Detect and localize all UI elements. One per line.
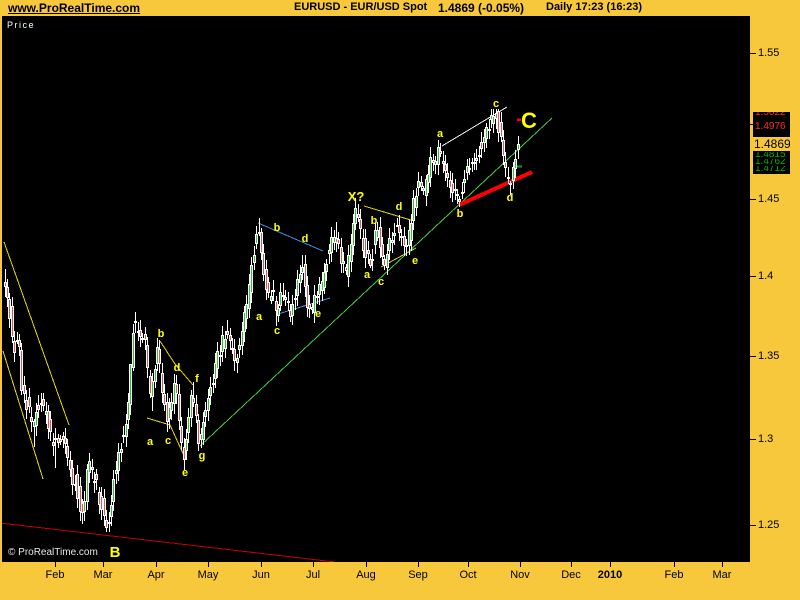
svg-text:d: d (174, 362, 181, 374)
svg-text:c: c (165, 435, 171, 447)
svg-text:c: c (274, 325, 280, 337)
svg-text:a: a (256, 311, 263, 323)
svg-text:B: B (110, 544, 121, 561)
svg-text:X?: X? (348, 189, 365, 204)
svg-text:b: b (274, 222, 281, 234)
svg-text:© ProRealTime.com: © ProRealTime.com (8, 547, 98, 558)
svg-text:b: b (371, 215, 378, 227)
svg-text:a: a (147, 436, 154, 448)
svg-text:a: a (364, 269, 371, 281)
svg-text:d: d (396, 201, 403, 213)
svg-text:e: e (315, 308, 321, 320)
svg-text:b: b (457, 208, 464, 220)
svg-text:g: g (199, 450, 206, 462)
svg-text:e: e (182, 467, 188, 479)
svg-text:b: b (158, 328, 165, 340)
svg-text:c: c (378, 276, 384, 288)
svg-text:e: e (412, 255, 418, 267)
svg-text:c: c (493, 98, 499, 110)
svg-text:C: C (521, 108, 537, 133)
svg-text:d: d (302, 233, 309, 245)
svg-text:a: a (437, 128, 444, 140)
svg-text:Price: Price (7, 20, 35, 30)
svg-text:f: f (195, 373, 199, 385)
svg-text:d: d (507, 192, 514, 204)
